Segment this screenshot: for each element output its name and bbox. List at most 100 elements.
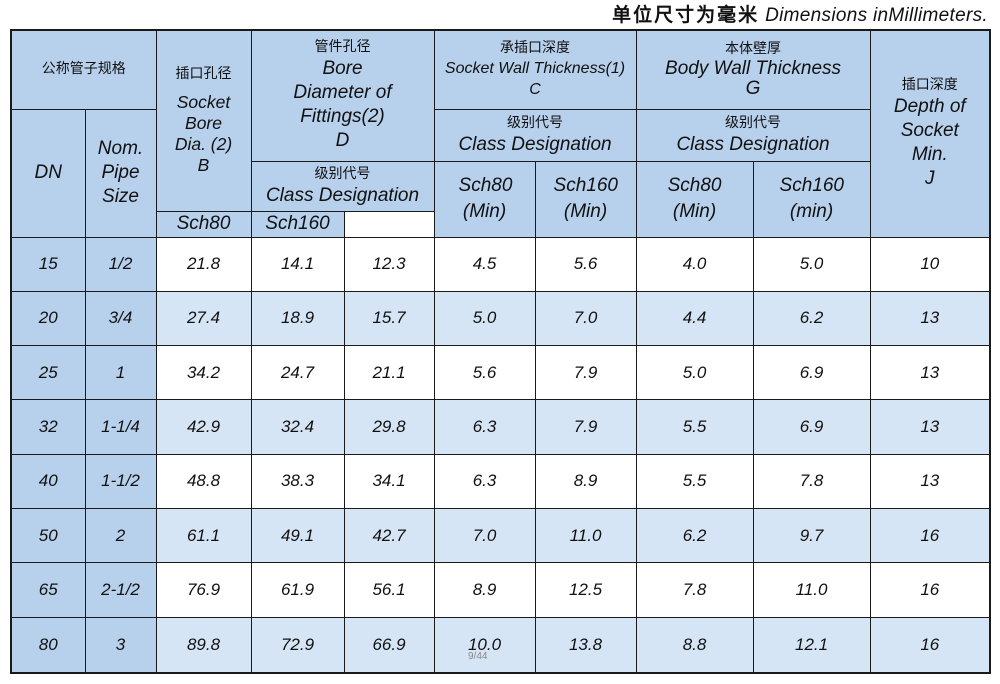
cell-b: 76.9 xyxy=(155,562,252,618)
cell-dn: 32 xyxy=(10,399,86,455)
cell-nps: 2-1/2 xyxy=(84,562,157,618)
cell-d80: 49.1 xyxy=(250,508,345,564)
units-note-zh: 单位尺寸为毫米 xyxy=(612,4,760,26)
units-note-en: Dimensions inMillimeters. xyxy=(765,5,988,26)
cell-g80: 5.0 xyxy=(635,345,754,401)
cell-j: 16 xyxy=(869,562,991,618)
cell-dn: 40 xyxy=(10,453,86,510)
cell-g160: 12.1 xyxy=(752,616,871,674)
page-number: 9/44 xyxy=(468,651,488,662)
header-c-sch80: Sch80 (Min) xyxy=(433,160,536,238)
header-dn: DN xyxy=(10,108,86,238)
cell-b: 42.9 xyxy=(155,399,252,455)
cell-j: 16 xyxy=(869,616,991,674)
cell-b: 27.4 xyxy=(155,290,252,347)
cell-c160: 12.5 xyxy=(534,562,637,618)
cell-dn: 65 xyxy=(10,562,86,618)
header-c-sch160: Sch160 (Min) xyxy=(534,160,637,238)
table-row: 20 3/4 27.4 18.9 15.7 5.0 7.0 4.4 6.2 13 xyxy=(10,290,991,347)
cell-c80: 5.6 xyxy=(433,345,536,401)
header-bore-fittings: 管件孔径 Bore Diameter of Fittings(2) D xyxy=(250,29,435,162)
cell-g80: 5.5 xyxy=(635,453,754,510)
table-row: 32 1-1/4 42.9 32.4 29.8 6.3 7.9 5.5 6.9 … xyxy=(10,399,991,455)
cell-c160: 7.9 xyxy=(534,345,637,401)
cell-d160: 66.9 xyxy=(343,616,435,674)
cell-d80: 61.9 xyxy=(250,562,345,618)
cell-nps: 1-1/2 xyxy=(84,453,157,510)
cell-d80: 38.3 xyxy=(250,453,345,510)
cell-c160: 7.9 xyxy=(534,399,637,455)
cell-b: 21.8 xyxy=(155,236,252,292)
cell-nps: 1 xyxy=(84,345,157,401)
cell-g80: 8.8 xyxy=(635,616,754,674)
cell-g160: 5.0 xyxy=(752,236,871,292)
cell-c160: 7.0 xyxy=(534,290,637,347)
cell-c80: 7.0 xyxy=(433,508,536,564)
cell-c160: 5.6 xyxy=(534,236,637,292)
table-row: 80 3 89.8 72.9 66.9 10.0 13.8 8.8 12.1 1… xyxy=(10,616,991,674)
cell-g80: 7.8 xyxy=(635,562,754,618)
cell-c80: 8.9 xyxy=(433,562,536,618)
cell-nps: 3 xyxy=(84,616,157,674)
header-depth-socket: 插口深度 Depth of Socket Min. J xyxy=(869,29,991,238)
header-socket-wall-class: 级别代号 Class Designation xyxy=(433,108,637,162)
cell-g80: 6.2 xyxy=(635,508,754,564)
cell-d160: 12.3 xyxy=(343,236,435,292)
cell-c80: 6.3 xyxy=(433,453,536,510)
cell-dn: 20 xyxy=(10,290,86,347)
cell-c160: 13.8 xyxy=(534,616,637,674)
cell-d80: 24.7 xyxy=(250,345,345,401)
cell-dn: 80 xyxy=(10,616,86,674)
cell-nps: 1/2 xyxy=(84,236,157,292)
cell-d80: 32.4 xyxy=(250,399,345,455)
cell-j: 16 xyxy=(869,508,991,564)
cell-j: 13 xyxy=(869,345,991,401)
cell-d160: 21.1 xyxy=(343,345,435,401)
cell-c80: 5.0 xyxy=(433,290,536,347)
cell-b: 48.8 xyxy=(155,453,252,510)
cell-g160: 6.9 xyxy=(752,345,871,401)
cell-j: 10 xyxy=(869,236,991,292)
table-row: 15 1/2 21.8 14.1 12.3 4.5 5.6 4.0 5.0 10 xyxy=(10,236,991,292)
cell-d80: 14.1 xyxy=(250,236,345,292)
cell-g160: 11.0 xyxy=(752,562,871,618)
cell-d160: 56.1 xyxy=(343,562,435,618)
cell-j: 13 xyxy=(869,290,991,347)
cell-b: 89.8 xyxy=(155,616,252,674)
cell-d80: 18.9 xyxy=(250,290,345,347)
cell-c160: 8.9 xyxy=(534,453,637,510)
cell-g160: 6.2 xyxy=(752,290,871,347)
cell-g160: 6.9 xyxy=(752,399,871,455)
cell-g160: 9.7 xyxy=(752,508,871,564)
cell-j: 13 xyxy=(869,399,991,455)
cell-g80: 4.4 xyxy=(635,290,754,347)
cell-nps: 3/4 xyxy=(84,290,157,347)
cell-j: 13 xyxy=(869,453,991,510)
cell-d160: 15.7 xyxy=(343,290,435,347)
cell-dn: 15 xyxy=(10,236,86,292)
cell-c80: 6.3 xyxy=(433,399,536,455)
dimensions-table: 公称管子规格 插口孔径 Socket Bore Dia. (2) B 管件孔径 … xyxy=(10,29,992,674)
cell-c80: 10.0 xyxy=(433,616,536,674)
header-d-sch160: Sch160 xyxy=(250,210,345,238)
cell-d160: 34.1 xyxy=(343,453,435,510)
cell-dn: 50 xyxy=(10,508,86,564)
table-row: 65 2-1/2 76.9 61.9 56.1 8.9 12.5 7.8 11.… xyxy=(10,562,991,618)
cell-c80: 4.5 xyxy=(433,236,536,292)
header-d-sch80: Sch80 xyxy=(155,210,252,238)
cell-d160: 42.7 xyxy=(343,508,435,564)
units-note: 单位尺寸为毫米 Dimensions inMillimeters. xyxy=(612,2,988,28)
header-nps: Nom. Pipe Size xyxy=(84,108,157,238)
header-body-wall-class: 级别代号 Class Designation xyxy=(635,108,871,162)
cell-g80: 4.0 xyxy=(635,236,754,292)
cell-d80: 72.9 xyxy=(250,616,345,674)
cell-g80: 5.5 xyxy=(635,399,754,455)
cell-g160: 7.8 xyxy=(752,453,871,510)
table-row: 50 2 61.1 49.1 42.7 7.0 11.0 6.2 9.7 16 xyxy=(10,508,991,564)
header-socket-bore: 插口孔径 Socket Bore Dia. (2) B xyxy=(155,29,252,212)
table-row: 40 1-1/2 48.8 38.3 34.1 6.3 8.9 5.5 7.8 … xyxy=(10,453,991,510)
table-row: 25 1 34.2 24.7 21.1 5.6 7.9 5.0 6.9 13 xyxy=(10,345,991,401)
header-bore-class: 级别代号 Class Designation xyxy=(250,160,435,212)
header-socket-wall: 承插口深度 Socket Wall Thickness(1) C xyxy=(433,29,637,110)
cell-c160: 11.0 xyxy=(534,508,637,564)
